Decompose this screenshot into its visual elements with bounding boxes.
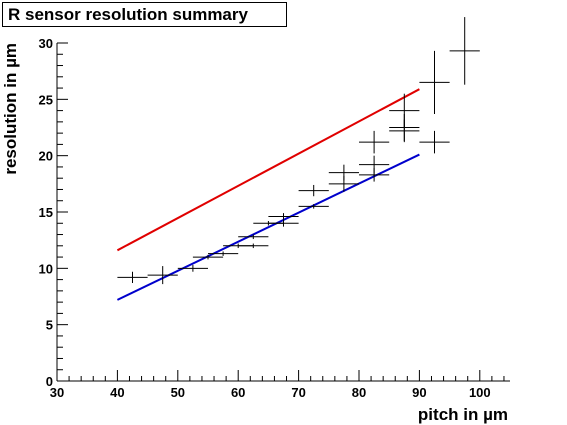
data-point (419, 130, 450, 154)
fit-line-2 (116, 153, 420, 301)
x-tick-label: 60 (231, 385, 245, 400)
data-point (208, 251, 239, 256)
x-tick-label: 90 (412, 385, 426, 400)
chart-title: R sensor resolution summary (2, 2, 287, 27)
x-axis-title: pitch in µm (418, 405, 508, 424)
data-point (117, 271, 148, 283)
data-point (359, 130, 390, 154)
x-tick-label: 80 (352, 385, 366, 400)
data-point (298, 184, 329, 197)
y-tick-label: 0 (46, 374, 53, 389)
data-point (177, 264, 208, 272)
data-point (328, 164, 359, 181)
x-tick-label: 40 (110, 385, 124, 400)
x-tick-label: 30 (50, 385, 64, 400)
y-axis-title: resolution in µm (1, 43, 20, 175)
y-tick-label: 15 (39, 205, 53, 220)
y-tick-label: 10 (39, 261, 53, 276)
y-tick-label: 5 (46, 318, 53, 333)
data-point (238, 243, 269, 249)
data-point (238, 234, 269, 240)
data-point (359, 155, 390, 174)
data-point (268, 213, 299, 220)
y-tick-label: 20 (39, 149, 53, 164)
x-tick-label: 100 (469, 385, 491, 400)
x-tick-label: 70 (291, 385, 305, 400)
data-point (419, 50, 450, 114)
data-point (192, 254, 224, 260)
y-tick-label: 25 (39, 92, 53, 107)
data-point (449, 17, 480, 85)
x-tick-label: 50 (171, 385, 185, 400)
y-tick-label: 30 (39, 36, 53, 51)
fit-line-1 (116, 88, 420, 252)
data-point (298, 204, 329, 209)
data-point (389, 93, 420, 128)
data-point (147, 266, 178, 285)
data-point (268, 219, 299, 227)
